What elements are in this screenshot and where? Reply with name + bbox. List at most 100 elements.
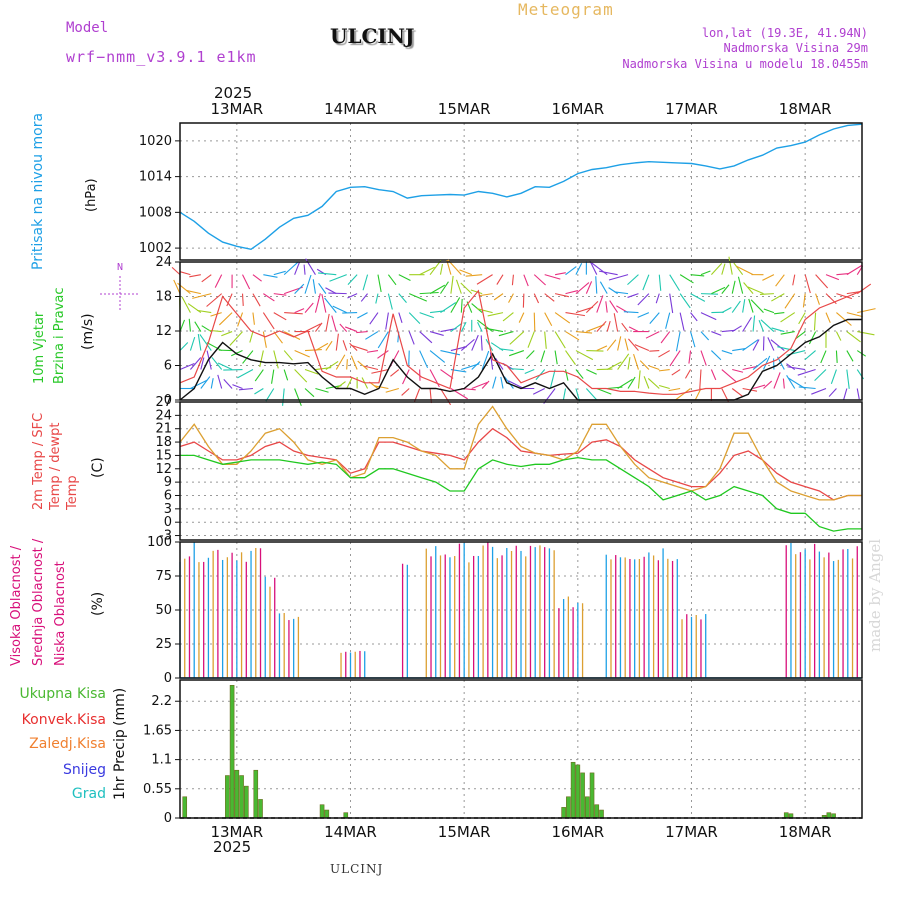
wind-arrow (305, 389, 314, 397)
wind-arrow (534, 294, 538, 303)
wind-arrow (618, 354, 629, 370)
wind-arrow (783, 379, 784, 389)
wind-arrow (618, 336, 621, 350)
wind-arrow (836, 351, 837, 363)
wind-arrow (836, 332, 840, 341)
wind-arrow (600, 282, 607, 294)
footer-station: ULCINJ (330, 862, 383, 876)
wind-arrow (701, 351, 706, 366)
precip-tick-label: 0.55 (143, 782, 172, 797)
wind-arrow (586, 370, 596, 375)
wind-arrow (676, 332, 680, 352)
wind-arrow (609, 275, 628, 280)
wind-arrow (607, 340, 616, 351)
wind-arrow (174, 280, 180, 294)
wind-arrow (509, 369, 524, 370)
wind-arrow (738, 277, 742, 294)
wind-arrow (644, 376, 649, 388)
precip-axis-title: 1hr Precip (112, 729, 128, 800)
wind-arrow (609, 288, 618, 294)
wind-arrow (722, 285, 729, 294)
wind-arrow (596, 276, 597, 293)
wind-arrow (263, 275, 277, 278)
wind-arrow (497, 275, 503, 285)
wind-arrow (304, 265, 305, 275)
wind-arrow (638, 313, 649, 318)
wind-arrow (343, 340, 347, 350)
wind-arrow (661, 332, 670, 343)
wind-arrow (509, 351, 524, 356)
wind-arrow (363, 275, 367, 291)
wind-arrow (722, 351, 732, 354)
wind-arrow (691, 294, 705, 302)
temp-2m-temp-line (180, 429, 862, 500)
wind-arrow (430, 332, 444, 336)
precip-bar (344, 813, 348, 818)
wind-arrow (399, 294, 407, 303)
wind-arrow (328, 293, 346, 294)
wind-arrow (857, 309, 875, 313)
wind-arrow (701, 332, 709, 340)
wind-arrow (440, 264, 442, 275)
wind-arrow (512, 275, 513, 286)
wind-arrow (409, 332, 414, 345)
wind-arrow (701, 271, 710, 275)
wind-arrow (809, 332, 815, 344)
wind-arrow (356, 332, 367, 333)
wind-arrow (555, 351, 557, 365)
pressure-tick-label: 1002 (139, 241, 172, 256)
day-label-top: 15MAR (438, 100, 491, 118)
wind-arrow (255, 370, 263, 382)
temperature-tick-label: 15 (155, 448, 172, 463)
wind-arrow (319, 283, 326, 293)
wind-arrow (701, 294, 718, 295)
precip-bar (784, 813, 788, 818)
wind-arrow (599, 271, 618, 275)
wind-arrow (274, 271, 286, 274)
station-title: ULCINJ (330, 24, 415, 48)
wind-arrow (430, 389, 431, 404)
wind-arrow (420, 313, 434, 318)
precip-tick-label: 1.1 (151, 753, 172, 768)
wind-arrow (722, 370, 737, 383)
wind-arrow (691, 275, 705, 276)
day-label-top: 13MAR (210, 100, 263, 118)
pressure-grid (175, 123, 862, 260)
model-name: wrf−nmm_v3.9.1 e1km (66, 48, 257, 66)
precip-bar (600, 810, 604, 818)
wind-arrow (576, 351, 593, 360)
wind-arrow (722, 264, 725, 275)
wind-arrow (351, 356, 357, 370)
model-elevation-label: Nadmorska Visina u modelu 18.0455m (622, 57, 868, 71)
wind-arrow (857, 332, 874, 335)
wind-arrow (510, 332, 524, 345)
wind-arrow (793, 275, 795, 286)
pressure-unit: (hPa) (84, 178, 99, 212)
wind-arrow (295, 309, 304, 313)
precip-bar (259, 799, 263, 818)
precip-bar (244, 786, 248, 818)
day-label-bottom: 14MAR (324, 823, 377, 841)
wind-arrow (576, 332, 592, 334)
wind-arrow (634, 354, 639, 369)
wind-arrow (230, 332, 243, 346)
wind-tick-label: 24 (155, 255, 172, 270)
meteogram-title: Meteogram (518, 0, 614, 19)
wind-arrow (743, 299, 745, 312)
precip-unit: (mm) (112, 688, 128, 726)
wind-arrow (555, 273, 566, 275)
wind-arrow (650, 313, 660, 324)
wind-arrow (576, 263, 582, 274)
wind-arrow (805, 351, 816, 360)
wind-arrow (787, 367, 805, 370)
wind-arrow (816, 275, 828, 288)
cloud-unit: (%) (90, 592, 106, 616)
wind-arrow (330, 275, 347, 282)
wind-arrow (211, 378, 213, 388)
wind-arrow (762, 275, 774, 281)
wind-arrow (357, 313, 367, 318)
wind-arrow (816, 294, 820, 305)
wind-arrow (519, 313, 524, 323)
wind-arrow (659, 275, 660, 291)
wind-arrow (625, 338, 628, 350)
